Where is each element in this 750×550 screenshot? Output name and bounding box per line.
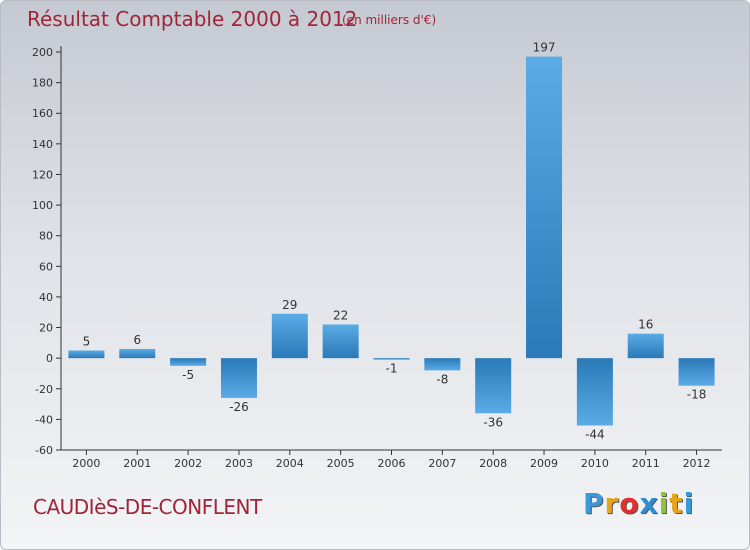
commune-name: CAUDIèS-DE-CONFLENT <box>33 495 262 519</box>
logo-letter: i <box>658 487 670 520</box>
bar <box>576 358 613 426</box>
data-label: 16 <box>638 318 653 332</box>
x-tick-label: 2002 <box>174 457 202 470</box>
bar <box>526 56 563 359</box>
logo-letter: i <box>683 487 695 520</box>
x-tick-label: 2006 <box>378 457 406 470</box>
x-tick-label: 2011 <box>632 457 660 470</box>
x-tick-label: 2007 <box>428 457 456 470</box>
logo-letter: r <box>604 487 620 520</box>
proxiti-logo: Proxiti <box>583 487 694 520</box>
logo-letter: P <box>583 487 605 520</box>
logo-letter: x <box>639 487 659 520</box>
data-label: -8 <box>436 372 448 386</box>
y-tick-label: -20 <box>35 383 53 396</box>
y-tick-label: 180 <box>32 77 53 90</box>
bar <box>119 348 156 359</box>
y-tick-label: 40 <box>39 291 53 304</box>
data-label: 22 <box>333 308 348 322</box>
x-tick-label: 2010 <box>581 457 609 470</box>
bar <box>424 358 461 371</box>
x-tick-label: 2001 <box>123 457 151 470</box>
chart-title: Résultat Comptable 2000 à 2012 <box>27 7 358 31</box>
x-tick-label: 2000 <box>72 457 100 470</box>
y-tick-label: 80 <box>39 230 53 243</box>
y-tick-label: 160 <box>32 107 53 120</box>
y-tick-label: 200 <box>32 46 53 59</box>
y-tick-label: 0 <box>46 352 53 365</box>
chart-subtitle: (en milliers d'€) <box>342 13 437 27</box>
y-tick-label: 60 <box>39 260 53 273</box>
data-label: 29 <box>282 298 297 312</box>
bar <box>271 313 308 359</box>
data-label: 6 <box>133 333 141 347</box>
data-label: -36 <box>483 415 503 429</box>
bar <box>678 358 715 386</box>
data-label: 197 <box>533 41 556 55</box>
logo-letter: o <box>619 487 640 520</box>
y-tick-label: 120 <box>32 168 53 181</box>
y-tick-label: 100 <box>32 199 53 212</box>
bar <box>627 333 664 359</box>
x-tick-label: 2008 <box>479 457 507 470</box>
data-label: -1 <box>386 362 398 376</box>
bar <box>475 358 512 414</box>
bar <box>220 358 257 398</box>
bar <box>68 350 105 359</box>
data-label: -18 <box>687 388 707 402</box>
y-tick-label: -40 <box>35 413 53 426</box>
bar <box>373 358 410 360</box>
y-tick-label: 20 <box>39 322 53 335</box>
x-tick-label: 2012 <box>683 457 711 470</box>
x-tick-label: 2005 <box>327 457 355 470</box>
data-label: -5 <box>182 368 194 382</box>
data-label: 5 <box>83 335 91 349</box>
logo-letter: t <box>669 487 684 520</box>
x-tick-label: 2004 <box>276 457 304 470</box>
data-label: -44 <box>585 428 605 442</box>
x-tick-label: 2003 <box>225 457 253 470</box>
data-label: -26 <box>229 400 249 414</box>
bar <box>170 358 207 366</box>
y-tick-label: -60 <box>35 444 53 457</box>
x-tick-label: 2009 <box>530 457 558 470</box>
bar <box>322 324 359 359</box>
y-tick-label: 140 <box>32 138 53 151</box>
